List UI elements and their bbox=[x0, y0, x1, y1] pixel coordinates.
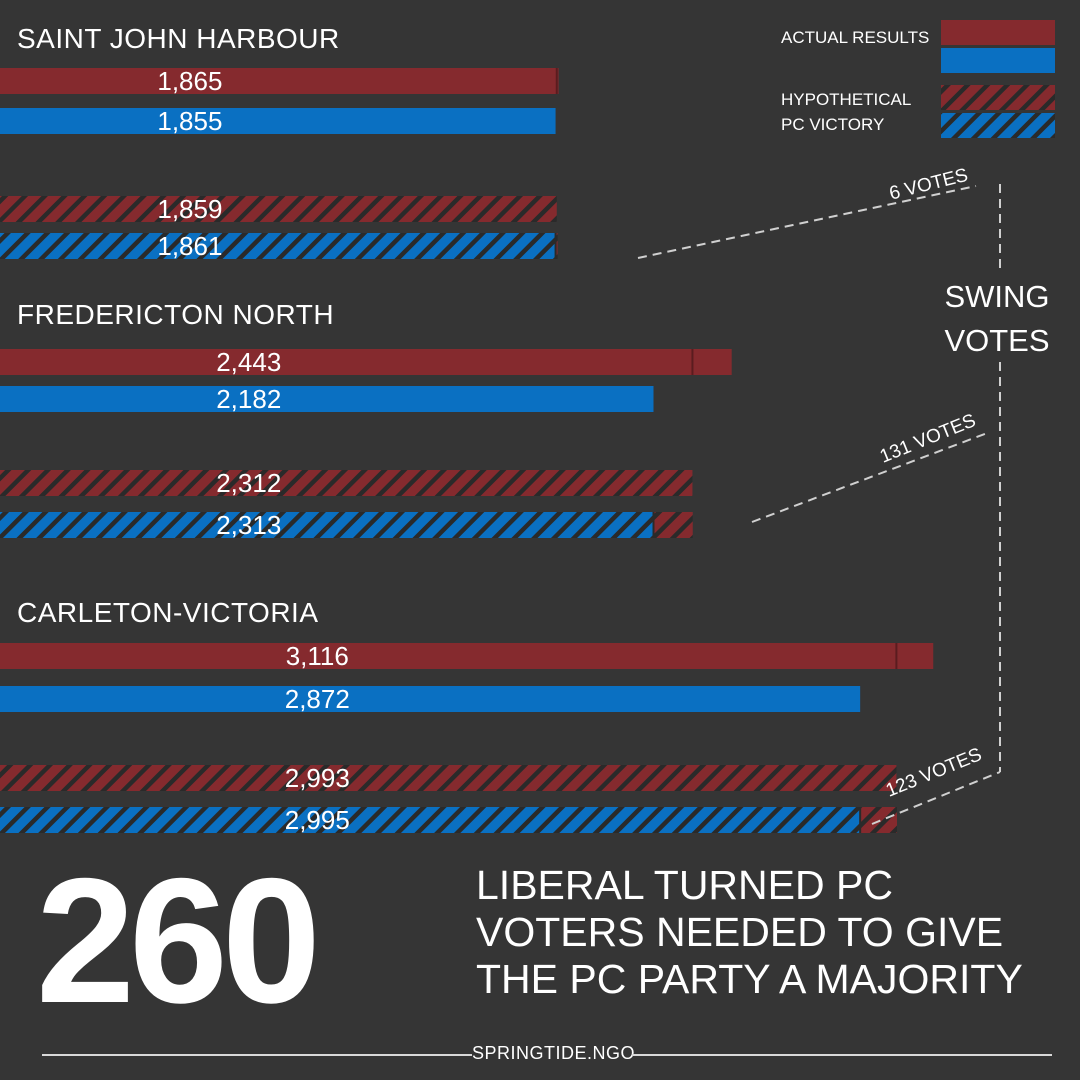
district-1-actual-pc-bar bbox=[0, 108, 556, 134]
headline-caption: LIBERAL TURNED PC VOTERS NEEDED TO GIVE … bbox=[476, 862, 1066, 1003]
district-2-hypothetical-swing-segment bbox=[653, 512, 693, 538]
district-3-hypothetical-swing-segment bbox=[860, 807, 898, 833]
district-2-swing-label: 131 VOTES bbox=[877, 410, 979, 467]
district-2-hypothetical-liberal-bar bbox=[0, 470, 693, 496]
district-1-actual-pc-label: 1,855 bbox=[157, 106, 222, 136]
district-3-actual-liberal-label: 3,116 bbox=[286, 641, 349, 671]
swing-votes-title-2: VOTES bbox=[944, 323, 1049, 358]
footer-website: SPRINGTIDE.NGO bbox=[472, 1043, 636, 1063]
district-2-actual-pc-label: 2,182 bbox=[216, 384, 281, 414]
district-2-swing-connector bbox=[751, 431, 991, 523]
legend: ACTUAL RESULTS HYPOTHETICAL PC VICTORY bbox=[781, 20, 1055, 138]
legend-hypothetical-label-1: HYPOTHETICAL bbox=[781, 90, 911, 109]
district-2-hypothetical-pc-label: 2,313 bbox=[216, 510, 281, 540]
legend-hypothetical-pc-swatch bbox=[941, 113, 1055, 138]
swing-votes-bracket: SWING VOTES bbox=[944, 184, 1050, 772]
district-1-actual-liberal-label: 1,865 bbox=[157, 66, 222, 96]
district-3-hypothetical-liberal-label: 2,993 bbox=[285, 763, 350, 793]
district-1-hypothetical-pc-bar bbox=[0, 233, 556, 259]
district-2-hypothetical-pc-bar bbox=[0, 512, 654, 538]
legend-actual-pc-swatch bbox=[941, 48, 1055, 73]
headline-line-1: LIBERAL TURNED PC bbox=[476, 862, 893, 908]
swing-votes-title-1: SWING bbox=[944, 279, 1049, 314]
headline-number: 260 bbox=[36, 841, 321, 1040]
district-2-actual-liberal-label: 2,443 bbox=[216, 347, 281, 377]
district-3-hypothetical-pc-label: 2,995 bbox=[285, 805, 350, 835]
district-2-actual-liberal-bar bbox=[0, 349, 732, 375]
district-1-swing-label: 6 VOTES bbox=[887, 165, 970, 205]
headline-line-3: THE PC PARTY A MAJORITY bbox=[476, 956, 1023, 1002]
district-3-hypothetical-pc-bar bbox=[0, 807, 861, 833]
district-3-swing-connector bbox=[871, 771, 1001, 825]
footer-divider-left bbox=[42, 1054, 472, 1056]
district-1-swing-connector bbox=[637, 185, 977, 259]
district-1-title: SAINT JOHN HARBOUR bbox=[17, 23, 340, 54]
district-1-actual-liberal-bar bbox=[0, 68, 559, 94]
footer-divider-right bbox=[632, 1054, 1052, 1056]
district-2-hypothetical-liberal-label: 2,312 bbox=[216, 468, 281, 498]
district-1-hypothetical-liberal-bar bbox=[0, 196, 557, 222]
district-3-actual-pc-label: 2,872 bbox=[285, 684, 350, 714]
district-3-actual-pc-bar bbox=[0, 686, 861, 712]
district-1-hypothetical-pc-label: 1,861 bbox=[157, 231, 222, 261]
bars-layer: SAINT JOHN HARBOUR 1,865 1,855 1,859 1,861 6 … bbox=[0, 23, 1001, 835]
district-3-title: CARLETON-VICTORIA bbox=[17, 597, 319, 628]
district-3-actual-liberal-bar bbox=[0, 643, 934, 669]
legend-actual-liberal-swatch bbox=[941, 20, 1055, 45]
district-2-actual-pc-bar bbox=[0, 386, 654, 412]
headline-line-2: VOTERS NEEDED TO GIVE bbox=[476, 909, 1004, 955]
legend-hypothetical-liberal-swatch bbox=[941, 85, 1055, 110]
district-3-swing-label: 123 VOTES bbox=[883, 744, 985, 801]
legend-hypothetical-label-2: PC VICTORY bbox=[781, 115, 884, 134]
legend-actual-label: ACTUAL RESULTS bbox=[781, 28, 929, 47]
district-1-hypothetical-liberal-label: 1,859 bbox=[157, 194, 222, 224]
district-3-hypothetical-liberal-bar bbox=[0, 765, 897, 791]
district-2-title: FREDERICTON NORTH bbox=[17, 299, 334, 330]
